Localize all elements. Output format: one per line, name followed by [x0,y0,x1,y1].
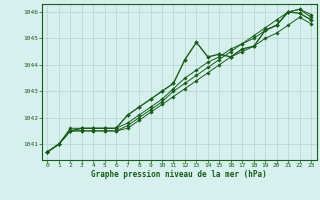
X-axis label: Graphe pression niveau de la mer (hPa): Graphe pression niveau de la mer (hPa) [91,170,267,179]
